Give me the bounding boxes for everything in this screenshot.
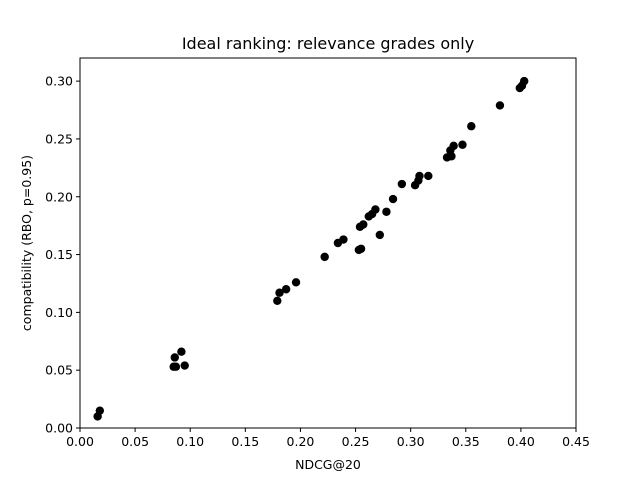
data-point <box>388 194 398 204</box>
data-point <box>320 252 329 262</box>
x-tick-label: 0.05 <box>121 434 149 449</box>
y-tick-label: 0.15 <box>45 247 73 262</box>
data-point <box>397 179 407 189</box>
data-point <box>180 361 189 370</box>
y-tick-label: 0.10 <box>45 305 73 320</box>
y-axis-ticks: 0.00 0.05 0.10 0.15 0.20 0.25 0.30 <box>45 74 80 436</box>
x-tick-label: 0.00 <box>66 434 94 449</box>
data-point <box>339 235 348 244</box>
data-point <box>449 141 458 151</box>
x-tick-label: 0.45 <box>562 434 590 449</box>
data-point <box>273 296 282 306</box>
x-tick-label: 0.40 <box>507 434 535 449</box>
plot-frame <box>79 57 577 429</box>
data-point <box>359 220 368 229</box>
data-point <box>424 171 433 181</box>
y-tick-label: 0.05 <box>45 363 73 378</box>
data-point <box>95 406 105 415</box>
x-tick-label: 0.15 <box>231 434 259 449</box>
x-tick-label: 0.30 <box>397 434 425 449</box>
x-tick-label: 0.35 <box>452 434 480 449</box>
x-tick-label: 0.25 <box>342 434 370 449</box>
y-tick-label: 0.30 <box>45 74 73 89</box>
data-point <box>447 152 456 161</box>
y-tick-label: 0.25 <box>45 131 73 146</box>
data-point <box>177 347 186 356</box>
data-point <box>356 244 366 253</box>
data-point <box>467 122 476 131</box>
data-point <box>458 140 467 149</box>
x-tick-label: 0.20 <box>287 434 315 449</box>
data-points <box>93 76 529 421</box>
data-point <box>281 285 291 294</box>
x-axis-ticks: 0.00 0.05 0.10 0.15 0.20 0.25 0.30 0.35 0.40 0.45 <box>66 428 590 449</box>
data-point <box>371 205 380 214</box>
data-point <box>375 230 384 240</box>
data-point <box>382 207 391 216</box>
y-tick-label: 0.20 <box>45 189 73 204</box>
chart-title: Ideal ranking: relevance grades only <box>182 34 474 53</box>
y-tick-label: 0.00 <box>45 421 73 436</box>
data-point <box>415 171 424 181</box>
x-tick-label: 0.10 <box>176 434 204 449</box>
data-point <box>171 362 181 371</box>
data-point <box>495 101 505 110</box>
x-axis-label: NDCG@20 <box>295 457 361 472</box>
data-point <box>520 76 529 86</box>
data-point <box>170 353 179 362</box>
data-point <box>291 278 301 287</box>
data-point <box>275 288 284 297</box>
y-axis-label: compatibility (RBO, p=0.95) <box>19 155 34 331</box>
